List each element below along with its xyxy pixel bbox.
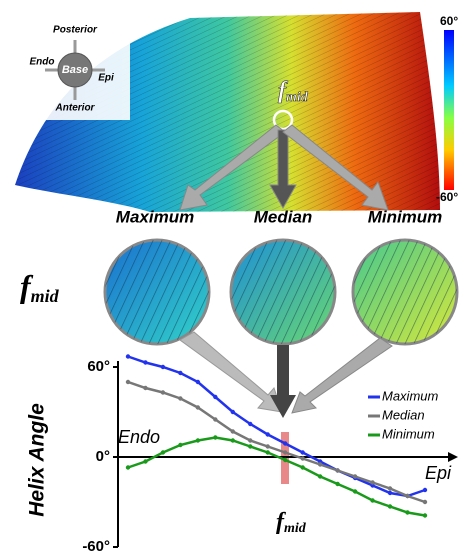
fmid-sub: mid — [286, 90, 309, 105]
point — [405, 494, 409, 498]
point — [213, 417, 217, 421]
point — [266, 432, 270, 436]
point — [283, 450, 287, 454]
point — [213, 435, 217, 439]
legend-label: Median — [382, 407, 425, 422]
point — [161, 390, 165, 394]
fmid-sub: mid — [31, 286, 60, 306]
heading: Minimum — [368, 207, 443, 226]
point — [126, 354, 130, 358]
colorbar-top: 60° — [440, 14, 458, 28]
point — [423, 513, 427, 517]
colorbar: 60° -60° — [436, 14, 458, 204]
point — [248, 438, 252, 442]
point — [248, 444, 252, 448]
axis-arrow — [448, 452, 458, 462]
point — [178, 396, 182, 400]
y-tick-label: 60° — [87, 358, 110, 375]
point — [126, 465, 130, 469]
posterior-label: Posterior — [53, 25, 98, 36]
heading: Maximum — [116, 207, 194, 226]
point — [388, 486, 392, 490]
epi-label: Epi — [98, 73, 114, 84]
point — [231, 410, 235, 414]
point — [283, 458, 287, 462]
legend-label: Minimum — [382, 426, 435, 441]
point — [231, 438, 235, 442]
anterior-label: Anterior — [55, 103, 96, 114]
point — [301, 456, 305, 460]
series-line — [128, 357, 425, 497]
point — [161, 450, 165, 454]
point — [301, 465, 305, 469]
point — [370, 480, 374, 484]
colorbar-bottom: -60° — [436, 190, 458, 204]
point — [388, 491, 392, 495]
point — [318, 462, 322, 466]
point — [370, 498, 374, 502]
figure: Base Posterior Anterior Endo Epi 60° -60… — [0, 0, 463, 555]
fmid-sub: mid — [284, 521, 307, 536]
endo-label: Endo — [30, 57, 55, 68]
point — [126, 380, 130, 384]
point — [143, 360, 147, 364]
legend-label: Maximum — [382, 388, 439, 403]
fmid-left: fmid — [20, 268, 60, 306]
epi-annotation: Epi — [425, 463, 452, 483]
point — [335, 468, 339, 472]
point — [178, 443, 182, 447]
point — [266, 444, 270, 448]
point — [318, 474, 322, 478]
point — [423, 488, 427, 492]
point — [335, 482, 339, 486]
headings: Maximum Median Minimum — [116, 207, 443, 226]
point — [353, 489, 357, 493]
point — [178, 371, 182, 375]
point — [143, 386, 147, 390]
heading: Median — [254, 207, 313, 226]
y-axis-label: Helix Angle — [26, 403, 49, 517]
point — [143, 459, 147, 463]
point — [161, 365, 165, 369]
base-label: Base — [62, 64, 88, 76]
point — [231, 429, 235, 433]
point — [283, 441, 287, 445]
point — [266, 450, 270, 454]
point — [196, 438, 200, 442]
point — [213, 395, 217, 399]
point — [405, 510, 409, 514]
y-tick-label: 0° — [96, 448, 110, 465]
point — [423, 500, 427, 504]
endo-annotation: Endo — [118, 427, 160, 447]
point — [301, 450, 305, 454]
fmid-marker-label: fmid — [276, 509, 307, 537]
point — [388, 504, 392, 508]
point — [196, 380, 200, 384]
point — [353, 474, 357, 478]
point — [196, 405, 200, 409]
y-tick-label: -60° — [82, 538, 110, 555]
point — [248, 422, 252, 426]
